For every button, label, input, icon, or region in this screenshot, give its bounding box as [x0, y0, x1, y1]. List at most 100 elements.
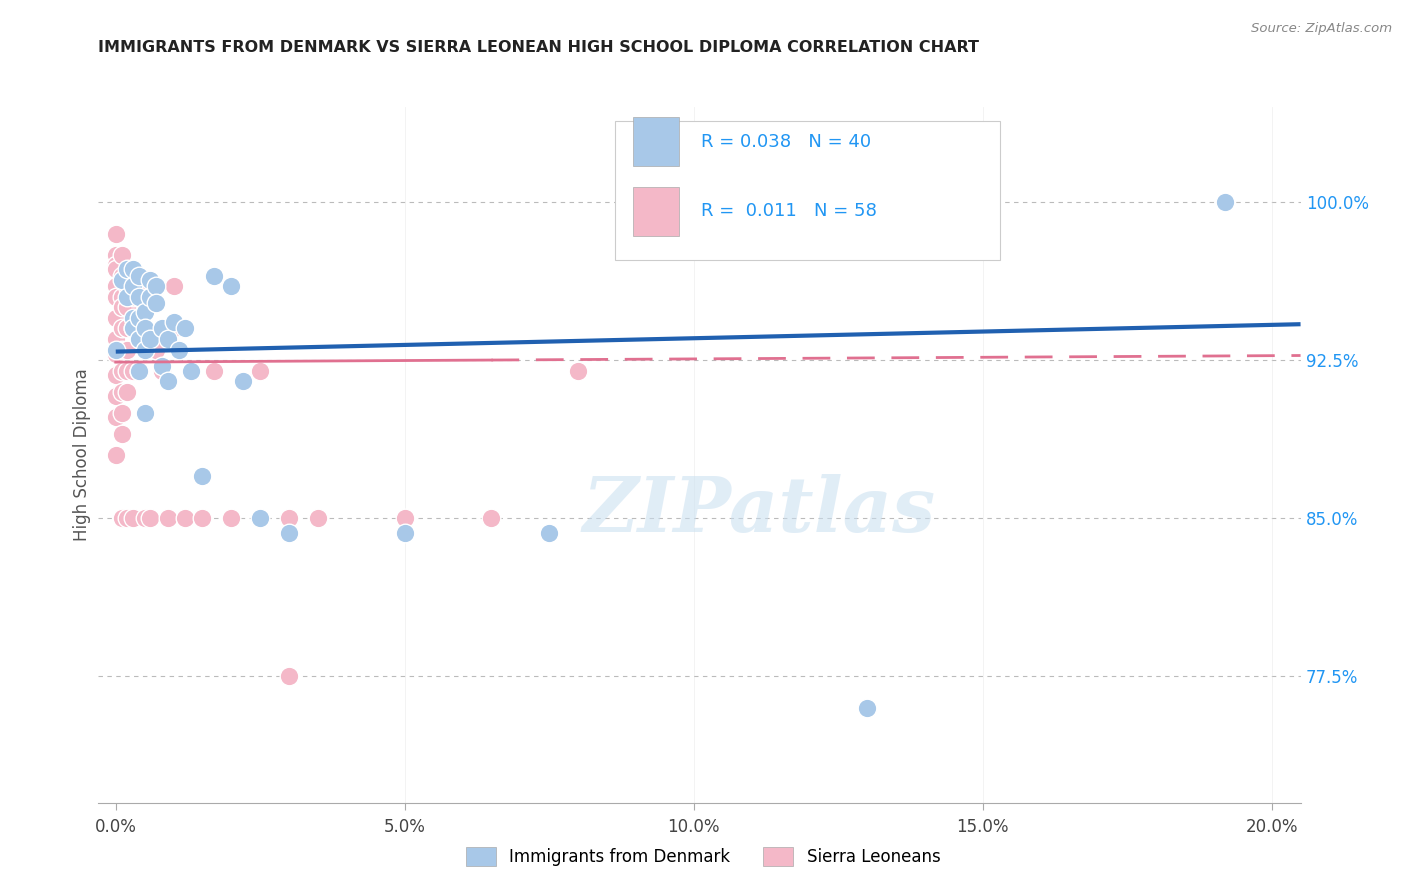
Point: [134, 332, 156, 346]
Point: [481, 511, 503, 525]
Point: [180, 363, 202, 377]
Point: [134, 304, 156, 318]
Point: [394, 525, 416, 540]
Point: [110, 290, 132, 304]
Point: [128, 279, 150, 293]
Point: [249, 363, 271, 377]
Point: [117, 363, 139, 377]
Point: [128, 363, 150, 377]
Point: [139, 332, 162, 346]
Point: [104, 227, 127, 241]
Point: [150, 359, 173, 374]
Point: [104, 389, 127, 403]
Point: [307, 511, 329, 525]
Point: [202, 363, 225, 377]
Point: [104, 279, 127, 293]
Point: [104, 448, 127, 462]
Point: [162, 321, 184, 335]
Point: [117, 290, 139, 304]
Point: [117, 343, 139, 357]
Point: [104, 409, 127, 424]
Point: [122, 310, 145, 325]
Point: [104, 262, 127, 277]
Point: [110, 321, 132, 335]
Point: [567, 363, 589, 377]
Point: [104, 343, 127, 357]
Point: [169, 343, 191, 357]
Point: [156, 332, 179, 346]
Point: [104, 247, 127, 261]
FancyBboxPatch shape: [616, 121, 1000, 260]
Point: [139, 273, 162, 287]
Point: [134, 511, 156, 525]
Point: [150, 321, 173, 335]
Point: [232, 374, 254, 388]
Point: [110, 273, 132, 287]
Point: [134, 321, 156, 335]
Text: IMMIGRANTS FROM DENMARK VS SIERRA LEONEAN HIGH SCHOOL DIPLOMA CORRELATION CHART: IMMIGRANTS FROM DENMARK VS SIERRA LEONEA…: [98, 40, 980, 55]
Point: [394, 511, 416, 525]
Point: [162, 315, 184, 329]
Text: R =  0.011   N = 58: R = 0.011 N = 58: [700, 202, 876, 220]
Point: [169, 343, 191, 357]
Point: [110, 268, 132, 283]
Legend: Immigrants from Denmark, Sierra Leoneans: Immigrants from Denmark, Sierra Leoneans: [457, 838, 949, 875]
Text: R = 0.038   N = 40: R = 0.038 N = 40: [700, 133, 870, 151]
Point: [134, 406, 156, 420]
Point: [110, 247, 132, 261]
Point: [191, 511, 214, 525]
Text: Source: ZipAtlas.com: Source: ZipAtlas.com: [1251, 22, 1392, 36]
Point: [104, 258, 127, 272]
Point: [110, 426, 132, 441]
Point: [110, 384, 132, 399]
Point: [538, 525, 561, 540]
Point: [110, 343, 132, 357]
FancyBboxPatch shape: [633, 118, 679, 166]
Point: [128, 290, 150, 304]
Point: [122, 290, 145, 304]
Point: [856, 701, 879, 715]
Point: [150, 363, 173, 377]
Point: [174, 511, 197, 525]
Point: [128, 268, 150, 283]
Point: [110, 363, 132, 377]
Point: [110, 511, 132, 525]
Point: [278, 511, 301, 525]
Point: [202, 268, 225, 283]
Y-axis label: High School Diploma: High School Diploma: [73, 368, 91, 541]
Point: [134, 343, 156, 357]
Point: [117, 301, 139, 315]
Point: [221, 279, 243, 293]
Point: [104, 332, 127, 346]
Point: [128, 310, 150, 325]
Point: [117, 262, 139, 277]
Point: [139, 511, 162, 525]
Point: [110, 301, 132, 315]
Point: [174, 321, 197, 335]
Point: [122, 279, 145, 293]
Point: [122, 511, 145, 525]
Point: [221, 511, 243, 525]
Point: [278, 525, 301, 540]
Point: [104, 347, 127, 361]
Point: [139, 290, 162, 304]
Point: [156, 374, 179, 388]
FancyBboxPatch shape: [633, 187, 679, 235]
Point: [117, 279, 139, 293]
Point: [104, 310, 127, 325]
Point: [122, 262, 145, 277]
Point: [128, 363, 150, 377]
Point: [162, 279, 184, 293]
Point: [104, 368, 127, 382]
Point: [249, 511, 271, 525]
Point: [110, 406, 132, 420]
Point: [122, 363, 145, 377]
Point: [122, 321, 145, 335]
Point: [145, 279, 167, 293]
Point: [191, 469, 214, 483]
Point: [128, 321, 150, 335]
Point: [156, 511, 179, 525]
Point: [122, 321, 145, 335]
Point: [145, 343, 167, 357]
Point: [278, 669, 301, 683]
